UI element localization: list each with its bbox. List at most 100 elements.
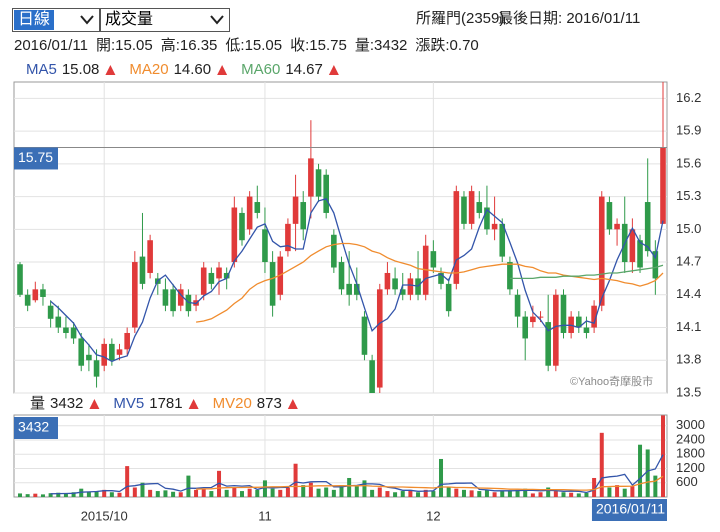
candle-body [354,283,360,295]
ma-line [50,454,664,495]
candle-body [109,343,115,361]
candle-body [384,272,391,290]
volume-bar [86,491,91,497]
quote-item: 量:3432 [355,37,408,54]
volume-bar [217,470,222,497]
candle-body [208,272,215,284]
volume-bar [247,488,252,497]
candle-body [652,251,659,279]
volume-bar [63,493,68,497]
candle-body [216,267,222,279]
y-tick-label: 15.6 [676,155,701,170]
y-tick-label: 1800 [676,446,705,461]
volume-bar [324,487,329,497]
period-select[interactable]: 日線 [12,8,100,32]
candle-body [154,278,161,284]
candle-body [545,322,551,366]
volume-bar [377,487,382,497]
ma-line [509,264,664,280]
volume-bar [109,492,114,497]
volume-bar [439,458,444,497]
x-tick-label: 12 [426,508,440,523]
last-date: 最後日期: 2016/01/11 [498,10,640,27]
y-tick-label: 1200 [676,460,705,475]
legend-value: 15.08 [62,61,100,78]
volume-bar [163,490,168,497]
y-tick-label: 14.1 [676,319,701,334]
legend-name: MV5 [113,395,144,412]
volume-bar [393,492,398,497]
y-tick-label: 13.8 [676,352,701,367]
volume-bar [178,492,183,497]
watermark: ©Yahoo奇摩股市 [570,374,653,388]
chevron [210,15,224,25]
volume-bar [615,485,620,497]
candle-body [453,191,460,284]
volume-bar [209,491,214,497]
volume-bar [653,475,658,497]
volume-bar [538,492,543,497]
candle-body [507,262,513,290]
volume-bar [561,492,566,497]
volume-bar [301,485,306,497]
y-tick-label: 3000 [676,417,705,432]
volume-bar [469,490,474,497]
volume-bar [431,491,436,497]
candle-body [468,191,475,224]
x-tick-label: 2016/01/11 [596,501,665,517]
candle-body [591,305,597,328]
up-arrow [105,65,116,75]
volume-bar [546,487,551,497]
candle-body [629,229,636,263]
candle-body [170,289,176,312]
legend-name: MA20 [129,61,168,78]
candle-body [147,240,153,273]
last-price-box [14,147,58,170]
up-arrow [328,65,339,75]
volume-bar [25,494,30,497]
volume-bar [569,492,574,497]
candle-body [644,202,651,252]
legend-value: 14.60 [174,61,212,78]
y-tick-label: 600 [676,474,698,489]
candle-body [185,294,192,312]
candle-body [63,327,69,333]
last-date-box [591,499,667,521]
volume-bar [530,493,535,497]
candle-body [124,332,130,350]
y-tick-label: 15.0 [676,221,701,236]
volume-bar [194,489,199,497]
plot-frame [13,81,668,394]
volume-bar [316,488,321,497]
candle-body [285,223,291,252]
candle-body [292,196,299,224]
indicator-select[interactable]: 成交量 [100,8,230,32]
volume-bar [33,493,38,497]
quote-item: 收:15.75 [290,37,347,54]
last-price-label: 15.75 [18,149,53,165]
candle-body [522,316,529,339]
candle-body [415,278,421,295]
candle-body [17,264,23,295]
ma-line [196,475,664,491]
volume-bar [507,490,512,497]
candle-body [637,240,643,268]
volume-bar [71,492,76,497]
legend-value: 14.67 [285,61,323,78]
candle-body [491,223,498,230]
volume-bar [201,488,206,497]
y-tick-label: 2400 [676,431,705,446]
candle-body [484,207,490,230]
candle-body [568,316,574,333]
legend-value: 873 [257,395,282,412]
candle-body [598,196,605,306]
candle-body [116,349,123,355]
volume-bar [293,463,298,497]
candle-body [476,202,483,213]
volume-bar [446,487,451,497]
candle-body [338,262,345,290]
y-tick-label: 14.7 [676,253,701,268]
candle-body [277,256,284,295]
period-value: 日線 [14,10,55,30]
